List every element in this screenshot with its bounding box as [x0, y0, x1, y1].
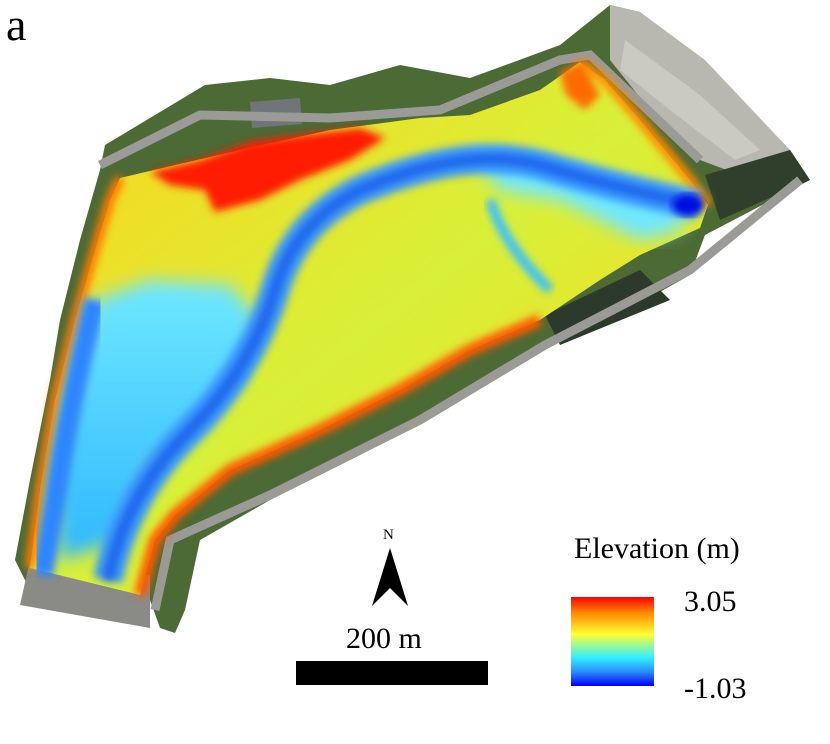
- basin-rim-south: [134, 314, 543, 597]
- legend-max-value: 3.05: [684, 585, 737, 618]
- road-north: [97, 50, 704, 170]
- basin-rim-east: [577, 57, 713, 208]
- panel-label: a: [6, 0, 27, 50]
- road-south: [150, 176, 803, 611]
- high-elevation-ridge: [150, 128, 385, 212]
- legend-title: Elevation (m): [574, 532, 740, 565]
- basin-rim-west: [25, 175, 125, 569]
- pond-north-east: [705, 150, 810, 220]
- legend-color-bar: [571, 597, 654, 686]
- high-elevation-spot: [560, 62, 600, 110]
- parking-lot-lines: [620, 40, 760, 160]
- scale-bar: [296, 661, 488, 685]
- north-arrow-icon: [372, 548, 408, 606]
- main-channel-thalweg: [102, 153, 700, 582]
- scale-bar-label: 200 m: [346, 622, 422, 655]
- low-lowland-west: [55, 280, 260, 560]
- north-arrow-label: N: [383, 527, 394, 543]
- legend-min-value: -1.03: [684, 672, 747, 705]
- deep-pool: [672, 194, 704, 216]
- parking-lot: [610, 5, 790, 175]
- branch-channel: [485, 198, 554, 294]
- side-channel: [31, 297, 106, 578]
